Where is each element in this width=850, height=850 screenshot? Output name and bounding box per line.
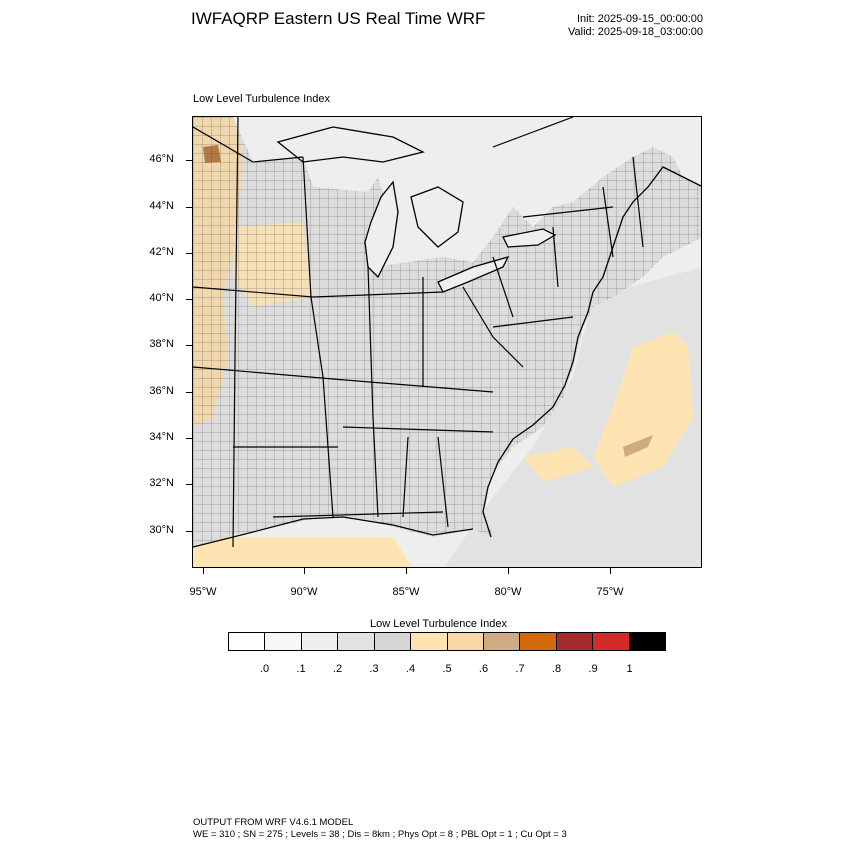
colorbar-segment [411,633,448,650]
latitude-tick-mark [186,160,192,161]
colorbar-tick-label: .3 [369,663,379,675]
longitude-tick-label: 85°W [392,586,420,598]
model-footer: OUTPUT FROM WRF V4.6.1 MODEL WE = 310 ; … [193,817,567,841]
ocean-turbulence-area [593,332,693,487]
longitude-tick-label: 90°W [290,586,318,598]
colorbar-segment [338,633,375,650]
longitude-tick-label: 80°W [494,586,522,598]
colorbar-segment [265,633,302,650]
gulf-turbulence-area [193,537,412,567]
longitude-tick-mark [203,568,204,574]
latitude-tick-mark [186,438,192,439]
footer-line-2: WE = 310 ; SN = 275 ; Levels = 38 ; Dis … [193,829,567,840]
colorbar [228,632,666,651]
colorbar-tick-label: .6 [478,663,489,675]
latitude-tick-mark [186,345,192,346]
state-boundaries [193,117,644,548]
run-info: Init: 2025-09-15_00:00:00 Valid: 2025-09… [568,13,703,39]
colorbar-tick-label: .0 [259,663,270,675]
latitude-tick-label: 46°N [149,153,174,165]
county-lines-west [193,117,243,427]
colorbar-tick-label: 1 [626,663,633,675]
county-lines [193,117,701,547]
latitude-tick-label: 32°N [149,477,174,489]
gulf-coastline [193,516,474,548]
longitude-tick-mark [610,568,611,574]
coastal-turbulence-area [523,447,593,482]
canada-border-west [193,126,304,163]
latitude-tick-label: 38°N [149,338,174,350]
colorbar-title: Low Level Turbulence Index [370,618,507,630]
latitude-tick-mark [186,299,192,300]
latitude-tick-label: 42°N [149,246,174,258]
lake-superior [276,126,425,163]
map-panel [192,116,702,568]
colorbar-tick-label: .5 [442,663,452,675]
latitude-tick-mark [186,253,192,254]
colorbar-segment [556,633,594,650]
ocean-turbulence-core [623,435,653,457]
longitude-tick-mark [406,568,407,574]
latitude-tick-label: 34°N [149,431,174,443]
canada-border [492,117,574,148]
chart-title: IWFAQRP Eastern US Real Time WRF [191,9,486,28]
lake-michigan [364,180,399,279]
field-label: Low Level Turbulence Index [193,93,330,105]
longitude-tick-label: 95°W [189,586,217,598]
latitude-tick-label: 36°N [149,385,174,397]
longitude-tick-mark [304,568,305,574]
init-time: Init: 2025-09-15_00:00:00 [577,13,703,25]
latitude-tick-mark [186,531,192,532]
atlantic-coastline [482,166,701,538]
colorbar-tick-label: .4 [405,663,416,675]
latitude-tick-label: 40°N [149,292,174,304]
colorbar-segment [447,633,484,650]
map-svg [193,117,701,567]
colorbar-tick-label: .9 [588,663,598,675]
colorbar-segment [629,633,666,650]
colorbar-tick-label: .2 [332,663,343,675]
latitude-tick-mark [186,484,192,485]
latitude-tick-label: 44°N [149,200,174,212]
ocean-field [444,267,701,567]
colorbar-segment [301,633,339,650]
latitude-tick-mark [186,392,192,393]
longitude-tick-mark [508,568,509,574]
colorbar-segment [520,633,557,650]
colorbar-segment [229,633,266,650]
latitude-tick-mark [186,207,192,208]
colorbar-segment [593,633,630,650]
colorbar-segment [483,633,521,650]
lake-ontario [502,228,557,248]
colorbar-segment [374,633,412,650]
footer-line-1: OUTPUT FROM WRF V4.6.1 MODEL [193,817,354,828]
latitude-tick-label: 30°N [149,524,174,536]
lake-huron [410,186,464,248]
county-lines-iowa [233,222,313,307]
colorbar-tick-label: .8 [551,663,562,675]
colorbar-tick-label: .7 [515,663,525,675]
colorbar-tick-label: .1 [296,663,306,675]
valid-time: Valid: 2025-09-18_03:00:00 [568,26,703,38]
longitude-tick-label: 75°W [596,586,624,598]
